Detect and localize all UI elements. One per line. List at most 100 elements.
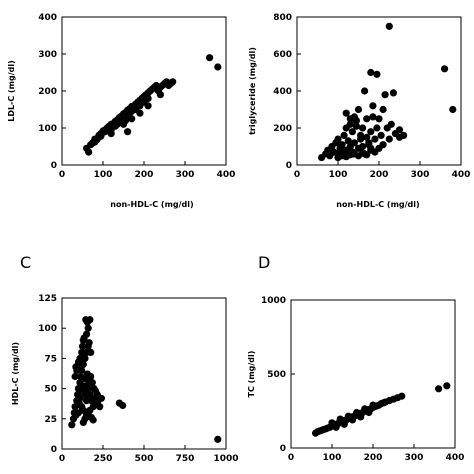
data-point (398, 392, 406, 400)
data-point (340, 420, 348, 428)
y-tick-label: 500 (267, 370, 286, 380)
data-point (338, 148, 346, 156)
data-point (169, 78, 177, 86)
data-point (342, 109, 350, 117)
y-tick-label: 100 (38, 124, 57, 134)
x-tick-label: 100 (94, 170, 113, 180)
y-tick-label: 200 (273, 124, 292, 134)
y-tick-label: 50 (44, 385, 57, 395)
y-tick-label: 200 (38, 87, 57, 97)
data-point (365, 139, 373, 147)
y-tick-label: 0 (51, 445, 57, 455)
data-point (385, 135, 393, 143)
data-point (88, 379, 96, 387)
data-point (346, 120, 354, 128)
data-point (68, 421, 76, 429)
data-point (71, 372, 79, 381)
x-tick-label: 400 (452, 170, 471, 180)
data-point (363, 151, 371, 159)
x-tick-label: 400 (446, 453, 465, 463)
data-point (84, 324, 92, 332)
data-point (132, 104, 140, 112)
data-point (76, 394, 84, 402)
data-point (107, 130, 115, 138)
data-point (365, 408, 373, 417)
data-point (354, 105, 363, 114)
plot-frame (296, 16, 462, 166)
data-point (389, 89, 397, 97)
data-point (89, 416, 97, 424)
data-point (443, 382, 451, 390)
data-point (136, 109, 144, 117)
data-point (214, 63, 222, 71)
panel-letter: C (20, 253, 31, 272)
data-point (359, 142, 367, 151)
x-tick-label: 300 (411, 170, 430, 180)
data-point (375, 144, 383, 152)
x-tick-label: 300 (405, 453, 424, 463)
data-point (369, 113, 377, 121)
y-tick-label: 75 (44, 354, 57, 364)
x-tick-label: 0 (59, 170, 65, 180)
x-tick-label: 200 (370, 170, 389, 180)
data-point (363, 115, 371, 123)
data-point (371, 135, 379, 143)
data-point (379, 105, 387, 114)
x-tick-label: 500 (135, 454, 154, 464)
data-point (78, 342, 87, 350)
data-point (336, 415, 344, 423)
x-tick-label: 250 (94, 454, 113, 464)
data-point (385, 22, 393, 30)
y-tick-label: 800 (273, 13, 292, 23)
data-point (373, 124, 381, 132)
data-point (86, 391, 94, 399)
x-axis-label: non-HDL-C (mg/dl) (110, 200, 193, 209)
x-tick-label: 0 (288, 453, 294, 463)
data-point (156, 91, 164, 99)
data-point (359, 124, 367, 132)
data-point (80, 334, 88, 342)
data-point (375, 115, 383, 123)
data-point (369, 102, 377, 110)
y-tick-label: 0 (286, 161, 292, 171)
data-point (206, 54, 214, 62)
data-point (144, 102, 152, 110)
data-point (96, 403, 104, 411)
x-tick-label: 1000 (213, 454, 238, 464)
data-point (97, 394, 105, 402)
y-tick-label: 400 (273, 87, 292, 97)
data-point (85, 148, 93, 156)
y-tick-label: 400 (38, 13, 57, 23)
plot-frame (290, 299, 456, 449)
data-point (381, 91, 389, 99)
data-point (87, 348, 95, 356)
data-point (367, 68, 375, 77)
x-tick-label: 400 (217, 170, 236, 180)
data-point (119, 401, 127, 410)
data-point (350, 139, 358, 147)
data-point (363, 133, 371, 141)
data-point (334, 135, 342, 143)
plot-frame (61, 16, 227, 166)
data-point (214, 435, 222, 443)
y-axis-label: TC (mg/dl) (247, 351, 256, 398)
data-point (377, 131, 385, 139)
data-point (369, 401, 377, 409)
x-axis-label: non-HDL-C (mg/dl) (336, 200, 419, 209)
data-point (373, 70, 381, 78)
data-point (332, 423, 340, 431)
data-point (340, 131, 348, 139)
x-tick-label: 200 (135, 170, 154, 180)
data-point (84, 385, 92, 393)
x-tick-label: 0 (294, 170, 300, 180)
x-tick-label: 300 (176, 170, 195, 180)
data-point (357, 413, 365, 421)
data-point (83, 318, 91, 326)
y-tick-label: 100 (38, 324, 57, 334)
y-axis-label: HDL-C (mg/dl) (11, 342, 20, 405)
data-point (140, 96, 148, 104)
data-point (441, 65, 449, 73)
data-point (334, 154, 342, 162)
data-point (367, 128, 375, 136)
